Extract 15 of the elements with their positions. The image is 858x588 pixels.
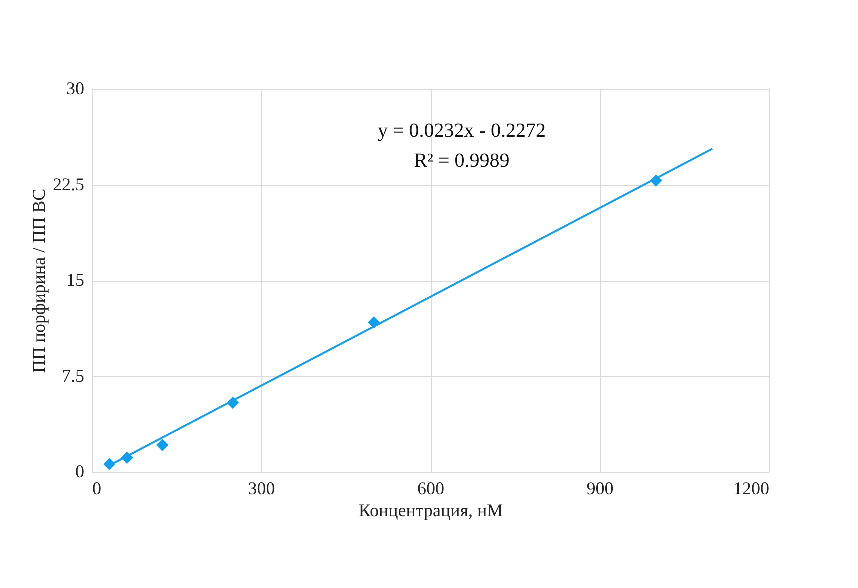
- y-tick-label: 22.5: [53, 174, 84, 194]
- x-tick-label: 300: [248, 478, 276, 498]
- y-tick-label: 0: [76, 462, 84, 482]
- x-tick-label: 0: [92, 478, 102, 498]
- annotation: y = 0.0232x - 0.2272: [378, 120, 546, 142]
- annotation: R² = 0.9989: [414, 150, 510, 172]
- x-tick-label: 900: [586, 478, 614, 498]
- y-tick-label: 30: [66, 78, 84, 98]
- x-axis-title: Концентрация, нМ: [358, 500, 504, 520]
- point: [156, 439, 169, 452]
- y-tick-label: 7.5: [62, 366, 84, 386]
- x-tick-label: 1200: [734, 478, 770, 498]
- x-tick-label: 600: [418, 478, 444, 498]
- y-tick-label: 15: [66, 270, 84, 290]
- y-axis-title: ПП порфирина / ПП ВС: [29, 188, 49, 374]
